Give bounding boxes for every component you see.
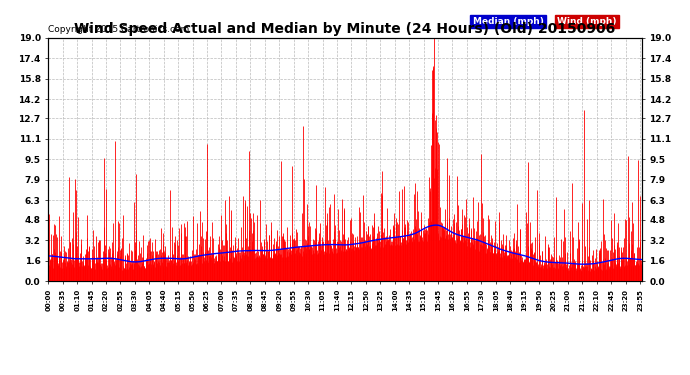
- Title: Wind Speed Actual and Median by Minute (24 Hours) (Old) 20150906: Wind Speed Actual and Median by Minute (…: [75, 22, 615, 36]
- Text: Median (mph): Median (mph): [473, 17, 544, 26]
- Text: Wind (mph): Wind (mph): [558, 17, 617, 26]
- Text: Copyright 2015 Cartronics.com: Copyright 2015 Cartronics.com: [48, 25, 190, 34]
